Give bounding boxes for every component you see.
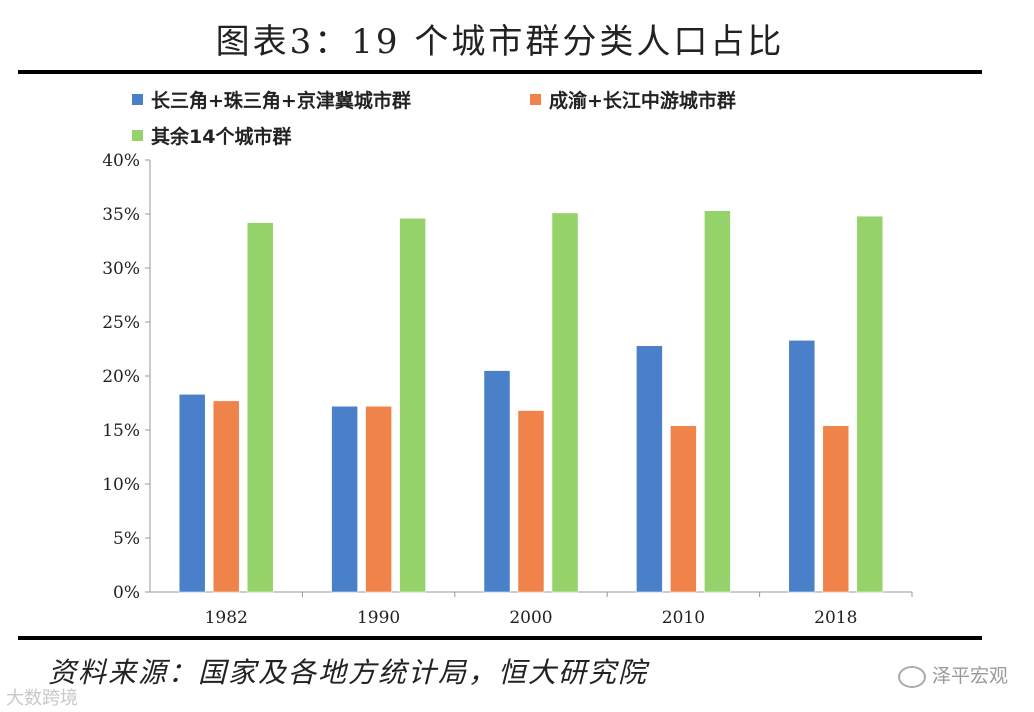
bar-1990-series-3 [399, 218, 426, 593]
bar-2010-series-2 [670, 425, 697, 593]
legend-item-series-3: 其余14个城市群 [132, 122, 291, 149]
legend-swatch-series-1 [132, 94, 143, 105]
legend-label-series-3: 其余14个城市群 [151, 126, 292, 148]
watermark-right-label: 泽平宏观 [932, 665, 1009, 687]
legend-item-series-1: 长三角+珠三角+京津冀城市群 [132, 86, 411, 113]
bar-1982-series-3 [246, 222, 274, 593]
x-tick-label: 2000 [509, 608, 552, 628]
y-tick-label: 0% [113, 583, 140, 603]
y-tick-label: 20% [102, 367, 140, 387]
y-tick-label: 35% [102, 205, 140, 225]
legend-label-series-1: 长三角+珠三角+京津冀城市群 [151, 90, 411, 112]
bottom-divider [18, 636, 982, 640]
source-note: 资料来源：国家及各地方统计局，恒大研究院 [48, 656, 649, 689]
bar-2000-series-2 [517, 410, 545, 593]
x-tick-label: 1982 [205, 608, 248, 628]
bar-2000-series-3 [551, 212, 579, 593]
bar-2000-series-1 [483, 370, 511, 593]
y-tick-label: 5% [113, 529, 140, 549]
bar-2010-series-1 [636, 345, 663, 593]
bar-2018-series-3 [856, 215, 884, 593]
watermark-right: 泽平宏观 [898, 661, 1008, 688]
wechat-icon [898, 665, 926, 688]
legend-item-series-2: 成渝+长江中游城市群 [530, 86, 736, 113]
y-tick-label: 30% [102, 259, 140, 279]
y-tick-label: 25% [102, 313, 140, 333]
bar-1982-series-1 [178, 394, 206, 593]
x-tick-label: 1990 [357, 608, 400, 628]
x-tick-label: 2010 [662, 608, 705, 628]
bar-2018-series-1 [788, 340, 816, 593]
legend-swatch-series-3 [132, 130, 143, 141]
watermark-left: 大数跨境 [6, 684, 78, 710]
legend-swatch-series-2 [530, 94, 541, 105]
y-tick-label: 40% [102, 151, 140, 171]
chart-title: 图表3：19 个城市群分类人口占比 [215, 22, 785, 62]
top-divider [18, 70, 982, 74]
bar-2018-series-2 [822, 425, 850, 593]
legend-label-series-2: 成渝+长江中游城市群 [549, 90, 736, 112]
y-tick-label: 15% [102, 421, 140, 441]
x-tick-label: 2018 [814, 608, 857, 628]
bar-2010-series-3 [704, 210, 731, 593]
bar-1990-series-2 [365, 405, 392, 593]
bar-1982-series-2 [212, 400, 240, 593]
y-tick-label: 10% [102, 475, 140, 495]
bar-1990-series-1 [331, 405, 358, 593]
watermark-left-label: 大数跨境 [6, 688, 78, 709]
